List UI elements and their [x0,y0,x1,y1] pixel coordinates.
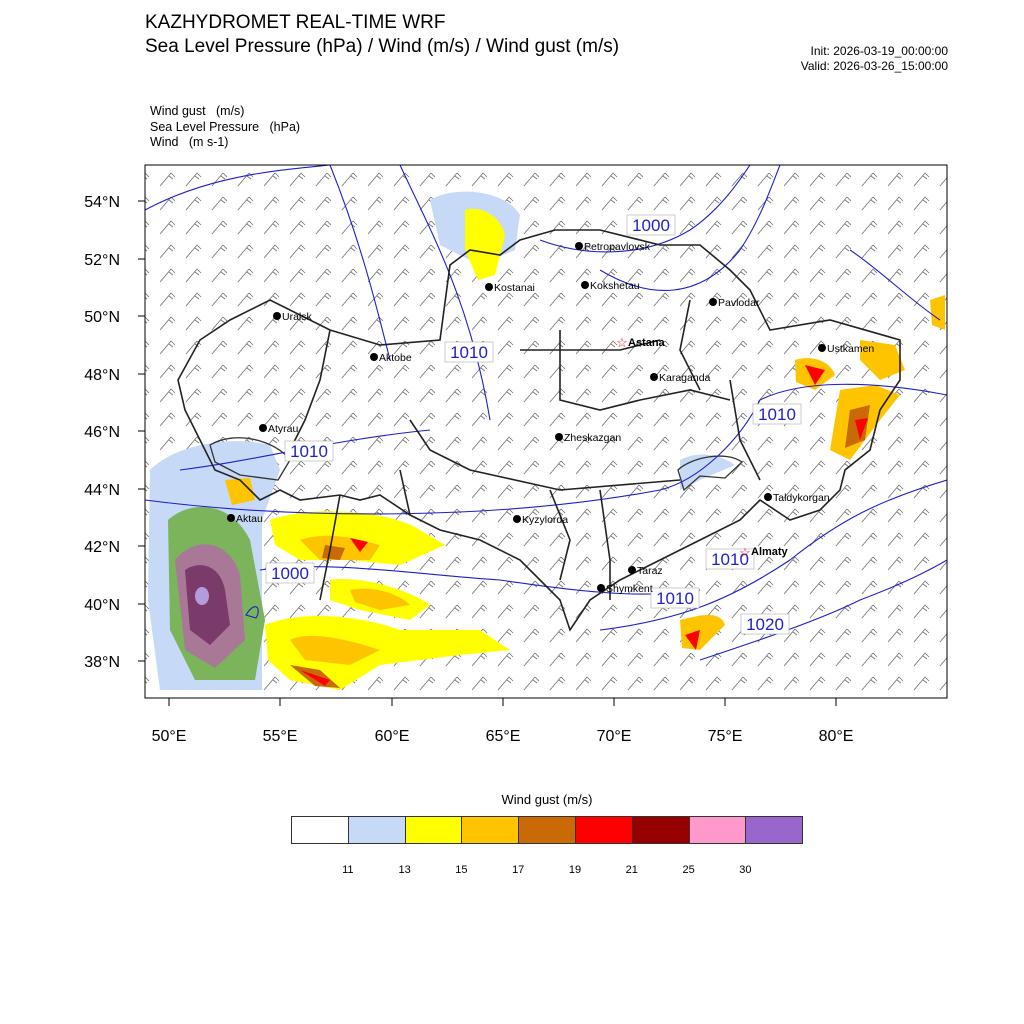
city-atyrau: Atyrau [259,423,299,435]
lat-label: 46°N [84,424,120,441]
capital-star-icon: ☆ [739,545,751,560]
colorbar-swatch [347,816,406,844]
svg-text:Atyrau: Atyrau [268,423,299,435]
gust-fill [148,191,945,690]
lon-label: 70°E [597,728,632,745]
city-aktobe: Aktobe [370,352,412,364]
colorbar-tick: 19 [568,864,582,876]
cities: Petropavlovsk Kostanai Kokshetau Pavloda… [227,241,874,595]
colorbar-tick: 30 [739,864,752,876]
colorbar-tick: 17 [512,864,525,876]
field-legend-gust: Wind gust (m/s) [150,104,245,118]
svg-text:Aktobe: Aktobe [379,352,412,364]
lat-label: 40°N [84,597,120,614]
lat-label: 44°N [84,482,120,499]
city-almaty: ☆ Almaty [739,545,788,560]
chart-title: KAZHYDROMET REAL-TIME WRF [145,12,446,33]
svg-text:Almaty: Almaty [751,546,789,558]
lon-label: 75°E [708,728,743,745]
city-zheskazgan: Zheskazgan [555,432,621,444]
isobar-label: 1010 [711,550,749,569]
colorbar-swatch [745,816,804,844]
init-time: Init: 2026-03-19_00:00:00 [810,44,948,58]
field-legend-slp: Sea Level Pressure (hPa) [150,119,301,134]
city-shymkent: Shymkent [597,583,653,595]
colorbar-tick: 25 [682,864,695,876]
city-kokshetau: Kokshetau [581,280,640,292]
city-petropavlovsk: Petropavlovsk [575,241,651,253]
isobar-label: 1010 [290,442,328,461]
lat-label: 48°N [84,367,120,384]
colorbar-swatch [404,816,463,844]
colorbar-swatch [461,816,520,844]
map-area [145,165,947,698]
lat-label: 54°N [84,194,120,211]
lon-label: 65°E [486,728,521,745]
colorbar-swatch [575,816,633,844]
svg-text:Shymkent: Shymkent [606,583,653,595]
city-aktau: Aktau [227,513,263,525]
lon-labels: 50°E 55°E 60°E 65°E 70°E 75°E 80°E [152,728,854,745]
lat-labels: 54°N 52°N 50°N 48°N 46°N 44°N 42°N 40°N … [84,194,120,671]
lat-label: 38°N [84,654,120,671]
colorbar-tick: 21 [625,864,638,876]
isobar-label: 1010 [450,343,488,362]
city-pavlodar: Pavlodar [709,297,760,309]
city-kyzylorda: Kyzylorda [513,514,568,526]
city-taldykorgan: Taldykorgan [764,492,830,504]
svg-text:Uralsk: Uralsk [282,311,313,323]
city-kostanai: Kostanai [485,282,535,294]
run-info: Init: 2026-03-19_00:00:00 Valid: 2026-03… [801,44,948,74]
svg-text:Taldykorgan: Taldykorgan [773,492,830,504]
city-uralsk: Uralsk [273,311,313,323]
svg-text:Petropavlovsk: Petropavlovsk [584,241,651,253]
city-taraz: Taraz [628,565,663,577]
colorbar-tick: 11 [342,864,354,876]
colorbar-swatch [518,816,576,844]
colorbar-tick: 15 [455,864,468,876]
svg-text:Astana: Astana [628,337,666,349]
colorbar-tick: 13 [398,864,411,876]
colorbar-title: Wind gust (m/s) [501,792,593,807]
isobar-label: 1020 [746,615,784,634]
colorbar-swatch [291,816,349,844]
wind-barbs [145,165,947,698]
borders [177,229,901,632]
city-ustkamen: Ustkamen [818,343,874,355]
isobar-label: 1000 [271,564,309,583]
lat-label: 52°N [84,252,120,269]
svg-text:Zheskazgan: Zheskazgan [564,432,621,444]
colorbar-swatch [631,816,690,844]
city-karaganda: Karaganda [650,372,711,384]
svg-text:Kokshetau: Kokshetau [590,280,640,292]
svg-text:Karaganda: Karaganda [659,372,711,384]
svg-text:Pavlodar: Pavlodar [718,297,760,309]
svg-text:Taraz: Taraz [637,565,663,577]
lat-label: 42°N [84,539,120,556]
lon-label: 50°E [152,728,187,745]
water-bodies [209,437,744,492]
city-astana: ☆ Astana [616,335,665,350]
field-legend-wind: Wind (m s-1) [150,135,229,149]
chart-subtitle: Sea Level Pressure (hPa) / Wind (m/s) / … [145,36,620,57]
svg-text:Kyzylorda: Kyzylorda [522,514,568,526]
axis-ticks [138,200,837,706]
lon-label: 60°E [375,728,410,745]
capital-star-icon: ☆ [616,335,628,350]
lon-label: 55°E [263,728,298,745]
isobar-labels: 1000 1010 1010 1010 1000 1010 1010 1020 [265,214,802,635]
svg-text:Ustkamen: Ustkamen [827,343,874,355]
lat-label: 50°N [84,309,120,326]
svg-text:Aktau: Aktau [236,513,263,525]
colorbar-swatch [688,816,747,844]
svg-text:Kostanai: Kostanai [494,282,535,294]
isobar-label: 1010 [758,405,796,424]
isobar-label: 1010 [656,589,694,608]
isobar-label: 1000 [632,216,670,235]
valid-time: Valid: 2026-03-26_15:00:00 [800,59,948,73]
field-legend: Wind gust (m/s) Sea Level Pressure (hPa)… [150,104,300,151]
lon-label: 80°E [819,728,854,745]
